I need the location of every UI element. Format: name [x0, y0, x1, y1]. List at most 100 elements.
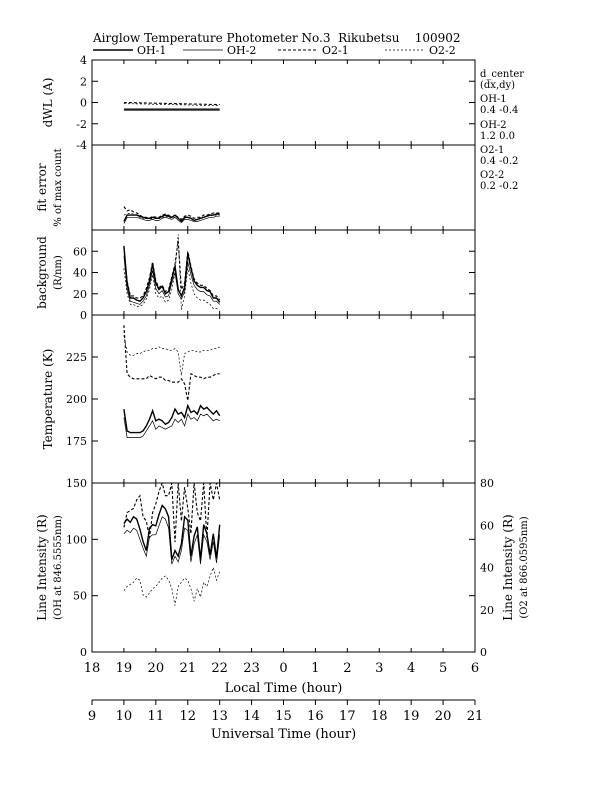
- y-axis-label: background: [35, 236, 49, 309]
- y-tick-label: -4: [76, 139, 87, 152]
- universal-time-tick-label: 17: [339, 709, 356, 724]
- series-line-O2-2: [123, 234, 220, 311]
- local-time-tick-label: 5: [439, 661, 447, 676]
- y-axis-label: (R/nm): [53, 255, 64, 290]
- local-time-tick-label: 1: [311, 661, 319, 676]
- series-line-OH-2: [123, 215, 220, 224]
- y-axis-label: dWL (A): [41, 78, 55, 128]
- chart-title: Airglow Temperature Photometer No.3 Riku…: [92, 31, 461, 45]
- local-time-tick-label: 3: [375, 661, 383, 676]
- panel-frame: [91, 144, 476, 231]
- legend: OH-1 OH-2 O2-1 O2-2: [93, 44, 456, 57]
- y-tick-label: 20: [73, 288, 87, 301]
- panel-background: 60 40 20 0 background (R/nm): [35, 229, 476, 322]
- series-line-O2-1: [123, 240, 221, 301]
- offset-note: 0.4 -0.2: [480, 156, 518, 167]
- universal-time-tick-label: 16: [307, 709, 324, 724]
- series-line-O2-1: [123, 483, 221, 543]
- universal-time-tick-label: 13: [211, 709, 228, 724]
- series-line-OH-2: [123, 516, 221, 565]
- universal-time-tick-label: 9: [88, 709, 96, 724]
- local-time-axis-label: Local Time (hour): [225, 681, 343, 696]
- local-time-tick-label: 20: [148, 661, 165, 676]
- local-time-tick-label: 18: [84, 661, 101, 676]
- offset-note: 0.4 -0.4: [480, 105, 518, 116]
- local-time-tick-label: 22: [211, 661, 228, 676]
- y2-tick-label: 80: [480, 477, 494, 490]
- time-axes: 18 19 20 21 22 23 0 1 2 3 4 5 6 Local Time (hour) 9 10 1…: [84, 661, 484, 742]
- series-line-O2-1: [123, 101, 220, 106]
- universal-time-tick-label: 20: [435, 709, 452, 724]
- y-tick-label: 0: [80, 646, 87, 659]
- y-tick-label: 60: [73, 245, 87, 258]
- local-time-tick-label: 4: [407, 661, 415, 676]
- local-time-tick-label: 0: [279, 661, 287, 676]
- y-tick-label: 50: [73, 590, 87, 603]
- y-tick-label: 100: [66, 533, 87, 546]
- legend-label-O2-1: O2-1: [322, 44, 349, 57]
- series-line-OH-1: [123, 245, 221, 303]
- legend-label-OH-2: OH-2: [227, 44, 256, 57]
- panel-temperature: 225 200 175 Temperature (K): [41, 314, 476, 484]
- legend-label-O2-2: O2-2: [429, 44, 456, 57]
- universal-time-tick-label: 15: [275, 709, 292, 724]
- y-tick-label: 4: [80, 54, 87, 67]
- series-line-OH-2: [123, 413, 220, 438]
- y-tick-label: 200: [66, 393, 87, 406]
- y2-tick-label: 0: [480, 646, 487, 659]
- y-tick-label: -2: [76, 118, 87, 131]
- legend-label-OH-1: OH-1: [137, 44, 166, 57]
- y2-axis-label: (O2 at 866.0595nm): [519, 516, 530, 618]
- offset-note: 0.2 -0.2: [480, 181, 518, 192]
- panel-dWL: 4 2 0 -2 -4 dWL (A): [41, 54, 476, 152]
- local-time-tick-label: 21: [179, 661, 196, 676]
- offset-note: 1.2 0.0: [480, 131, 515, 142]
- y-tick-label: 0: [80, 309, 87, 322]
- panel-fit-error: fit error % of max count: [35, 144, 476, 231]
- y-tick-label: 175: [66, 435, 87, 448]
- offset-notes: d_center(dx,dy) OH-10.4 -0.4 OH-21.2 0.0 O2…: [480, 69, 524, 192]
- y-tick-label: 2: [80, 75, 87, 88]
- panel-frame: [91, 482, 476, 653]
- local-time-tick-label: 19: [116, 661, 133, 676]
- series-line-O2-2: [123, 566, 221, 606]
- offset-note: O2-1: [480, 145, 504, 156]
- y-tick-label: 225: [66, 351, 87, 364]
- universal-time-tick-label: 19: [403, 709, 420, 724]
- y-tick-label: 40: [73, 267, 87, 280]
- universal-time-axis-label: Universal Time (hour): [211, 727, 356, 742]
- y-tick-label: 150: [66, 477, 87, 490]
- series-line-O2-1: [123, 325, 220, 401]
- y-axis-label: % of max count: [53, 148, 64, 226]
- series-line-O2-1: [123, 206, 220, 221]
- panel-frame: [91, 59, 476, 146]
- local-time-tick-label: 6: [471, 661, 479, 676]
- y2-axis-label: Line Intensity (R): [501, 514, 515, 620]
- universal-time-tick-label: 11: [148, 709, 165, 724]
- y-axis-label: (OH at 846.5555nm): [53, 515, 64, 620]
- offset-note: (dx,dy): [480, 80, 515, 91]
- series-line-OH-2: [123, 255, 220, 305]
- series-line-OH-1: [123, 504, 221, 560]
- y-axis-label: Temperature (K): [41, 349, 55, 450]
- offset-note: O2-2: [480, 170, 504, 181]
- offset-note: d_center: [480, 69, 524, 80]
- y-axis-label: fit error: [35, 163, 49, 211]
- y-axis-label: Line Intensity (R): [35, 514, 49, 620]
- universal-time-tick-label: 12: [179, 709, 196, 724]
- offset-note: OH-2: [480, 120, 507, 131]
- series-line-O2-2: [123, 212, 220, 221]
- universal-time-tick-label: 18: [371, 709, 388, 724]
- offset-note: OH-1: [480, 94, 507, 105]
- series-line-O2-2: [123, 335, 220, 376]
- universal-time-tick-label: 14: [243, 709, 260, 724]
- y2-tick-label: 60: [480, 519, 494, 532]
- panel-frame: [91, 229, 476, 316]
- panel-frame: [91, 314, 476, 484]
- y2-tick-label: 40: [480, 562, 494, 575]
- local-time-tick-label: 23: [243, 661, 260, 676]
- universal-time-tick-label: 10: [116, 709, 133, 724]
- y2-tick-label: 20: [480, 604, 494, 617]
